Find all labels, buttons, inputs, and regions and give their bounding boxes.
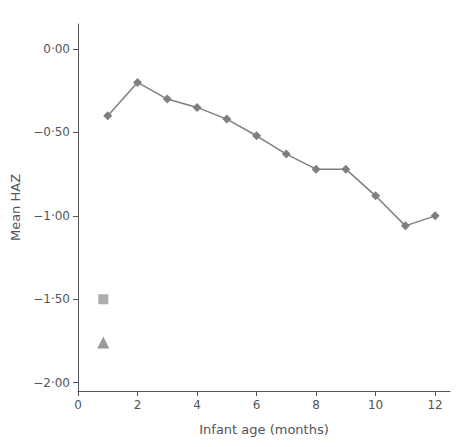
svg-text:Infant age (months): Infant age (months) [199, 422, 329, 437]
svg-text:−2·00: −2·00 [33, 376, 70, 390]
svg-text:8: 8 [312, 398, 320, 412]
svg-text:−1·00: −1·00 [33, 209, 70, 223]
svg-text:10: 10 [368, 398, 383, 412]
svg-text:2: 2 [134, 398, 142, 412]
svg-text:0: 0 [74, 398, 82, 412]
svg-text:−0·50: −0·50 [33, 125, 70, 139]
svg-text:6: 6 [253, 398, 261, 412]
svg-text:4: 4 [193, 398, 201, 412]
svg-text:0·00: 0·00 [43, 42, 70, 56]
svg-text:12: 12 [427, 398, 442, 412]
svg-text:Mean HAZ: Mean HAZ [8, 174, 23, 241]
svg-text:−1·50: −1·50 [33, 292, 70, 306]
